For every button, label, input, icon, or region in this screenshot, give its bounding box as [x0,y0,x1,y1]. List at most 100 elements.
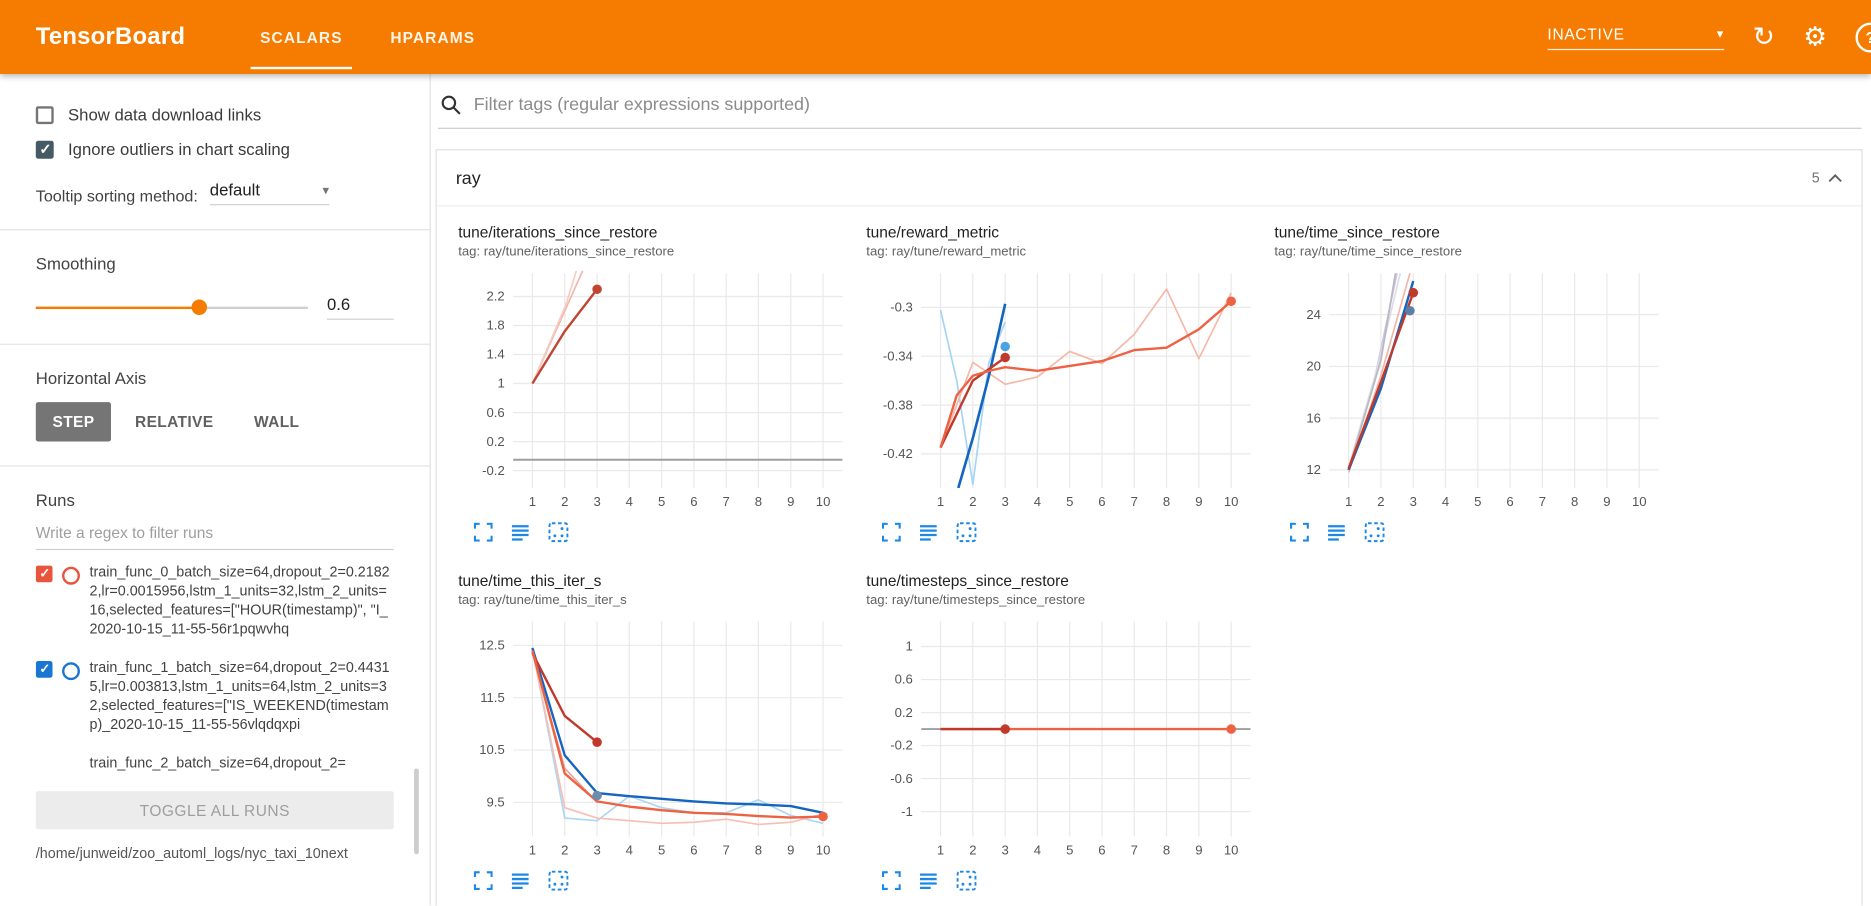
svg-text:0.2: 0.2 [487,434,505,449]
svg-text:2.2: 2.2 [487,289,505,304]
topbar: TensorBoard SCALARS HPARAMS INACTIVE ▾ ↻… [0,0,1871,74]
fit-domain-icon[interactable] [1364,521,1385,543]
svg-text:10.5: 10.5 [479,742,505,757]
chart-toolbar [458,870,852,891]
inactive-dropdown[interactable]: INACTIVE ▾ [1547,24,1725,50]
svg-text:1: 1 [906,639,913,654]
svg-text:5: 5 [1066,842,1073,857]
svg-text:7: 7 [1131,842,1138,857]
chart-card: tune/reward_metric tag: ray/tune/reward_… [866,223,1260,543]
expand-chart-icon[interactable] [881,522,901,542]
svg-text:6: 6 [690,842,697,857]
svg-text:8: 8 [755,842,762,857]
settings-icon[interactable]: ⚙ [1803,21,1827,52]
run-selector-icon[interactable] [511,523,530,542]
divider [0,465,430,467]
svg-text:4: 4 [626,842,633,857]
run-list-item[interactable]: train_func_0_batch_size=64,dropout_2=0.2… [35,552,394,647]
ignore-outliers-row[interactable]: Ignore outliers in chart scaling [35,139,394,159]
tab-scalars[interactable]: SCALARS [236,0,366,74]
charts-grid: tune/iterations_since_restore tag: ray/t… [437,206,1862,905]
svg-text:10: 10 [816,494,831,509]
run-selector-icon[interactable] [1327,523,1346,542]
chevron-down-icon: ▾ [322,183,330,198]
refresh-icon[interactable]: ↻ [1752,21,1775,52]
chart-title: tune/iterations_since_restore [458,223,658,242]
run-list-item[interactable]: train_func_1_batch_size=64,dropout_2=0.4… [35,648,394,743]
chart-title: tune/timesteps_since_restore [866,571,1069,590]
section-header[interactable]: ray 5 [436,150,1862,207]
fit-domain-icon[interactable] [548,521,569,543]
fit-domain-icon[interactable] [548,870,569,891]
fit-domain-icon[interactable] [956,870,977,891]
toggle-all-runs-button[interactable]: TOGGLE ALL RUNS [35,791,394,830]
svg-text:12: 12 [1306,462,1321,477]
svg-text:4: 4 [626,494,633,509]
expand-chart-icon[interactable] [881,871,901,891]
chart-plot[interactable]: 9.5 10.5 11.5 12.5 1 2 3 4 5 6 7 8 9 10 [458,612,852,865]
tab-bar: SCALARS HPARAMS [236,0,499,74]
svg-text:2: 2 [1377,494,1384,509]
tooltip-sort-dropdown[interactable]: default ▾ [209,180,330,206]
svg-text:2: 2 [969,494,976,509]
sidebar-scrollbar[interactable] [414,768,419,855]
run-selector-icon[interactable] [919,871,938,890]
run-checkbox[interactable] [35,661,53,678]
chart-plot[interactable]: -1 -0.6 -0.2 0.2 0.6 1 1 2 3 4 5 6 7 8 9 10 [866,612,1260,865]
svg-text:24: 24 [1306,307,1321,322]
run-selector-icon[interactable] [511,871,530,890]
collapse-section-icon[interactable] [1828,173,1842,183]
axis-step-button[interactable]: STEP [35,402,112,442]
main-content: ray 5 tune/iterations_since_restore tag:… [430,73,1871,906]
run-label: train_func_2_batch_size=64,dropout_2= [89,754,346,771]
help-icon[interactable]: ? [1855,22,1871,52]
chart-toolbar [1274,521,1668,543]
run-list-item[interactable]: train_func_2_batch_size=64,dropout_2= [36,743,394,785]
svg-text:-0.2: -0.2 [890,738,913,753]
expand-chart-icon[interactable] [473,871,493,891]
svg-text:10: 10 [1224,494,1239,509]
svg-text:1: 1 [497,376,504,391]
svg-text:5: 5 [658,842,665,857]
chart-plot[interactable]: -0.42 -0.38 -0.34 -0.3 1 2 3 4 5 6 7 8 9 10 [866,264,1260,517]
expand-chart-icon[interactable] [1290,522,1309,542]
chart-card: tune/timesteps_since_restore tag: ray/tu… [866,572,1260,892]
expand-chart-icon[interactable] [473,522,493,542]
svg-text:-0.3: -0.3 [890,300,913,315]
svg-text:4: 4 [1034,494,1041,509]
smoothing-label: Smoothing [35,254,116,274]
svg-text:2: 2 [561,494,568,509]
svg-text:3: 3 [1002,494,1009,509]
runs-filter-input[interactable] [35,523,394,551]
smoothing-slider[interactable] [35,298,308,315]
svg-text:-0.6: -0.6 [890,771,913,786]
axis-relative-button[interactable]: RELATIVE [118,402,230,441]
svg-text:7: 7 [1131,494,1138,509]
chart-plot[interactable]: -0.2 0.2 0.6 1 1.4 1.8 2.2 1 2 3 4 5 6 7 8 9 10 [458,264,852,517]
chart-toolbar [458,521,852,543]
svg-text:9.5: 9.5 [487,795,505,810]
search-icon [441,94,461,114]
ignore-outliers-checkbox[interactable] [35,140,54,159]
svg-text:3: 3 [1410,494,1417,509]
svg-text:1: 1 [937,842,944,857]
fit-domain-icon[interactable] [956,521,977,543]
smoothing-slider-thumb[interactable] [191,298,207,315]
svg-text:1: 1 [1345,494,1352,509]
smoothing-value-field[interactable]: 0.6 [326,295,394,320]
show-download-checkbox[interactable] [35,105,54,124]
svg-text:-1: -1 [901,804,913,819]
show-download-row[interactable]: Show data download links [35,105,394,124]
tooltip-sort-label: Tooltip sorting method: [35,187,198,206]
svg-text:1.4: 1.4 [487,347,505,362]
svg-text:2: 2 [561,842,568,857]
log-directory-path: /home/junweid/zoo_automl_logs/nyc_taxi_1… [35,844,348,862]
tab-hparams[interactable]: HPARAMS [366,0,499,74]
run-checkbox[interactable] [35,565,53,583]
run-selector-icon[interactable] [919,523,938,542]
tab-hparams-label: HPARAMS [390,28,476,46]
axis-wall-button[interactable]: WALL [237,402,316,441]
ignore-outliers-label: Ignore outliers in chart scaling [68,139,290,159]
tag-filter-input[interactable] [471,93,1860,116]
